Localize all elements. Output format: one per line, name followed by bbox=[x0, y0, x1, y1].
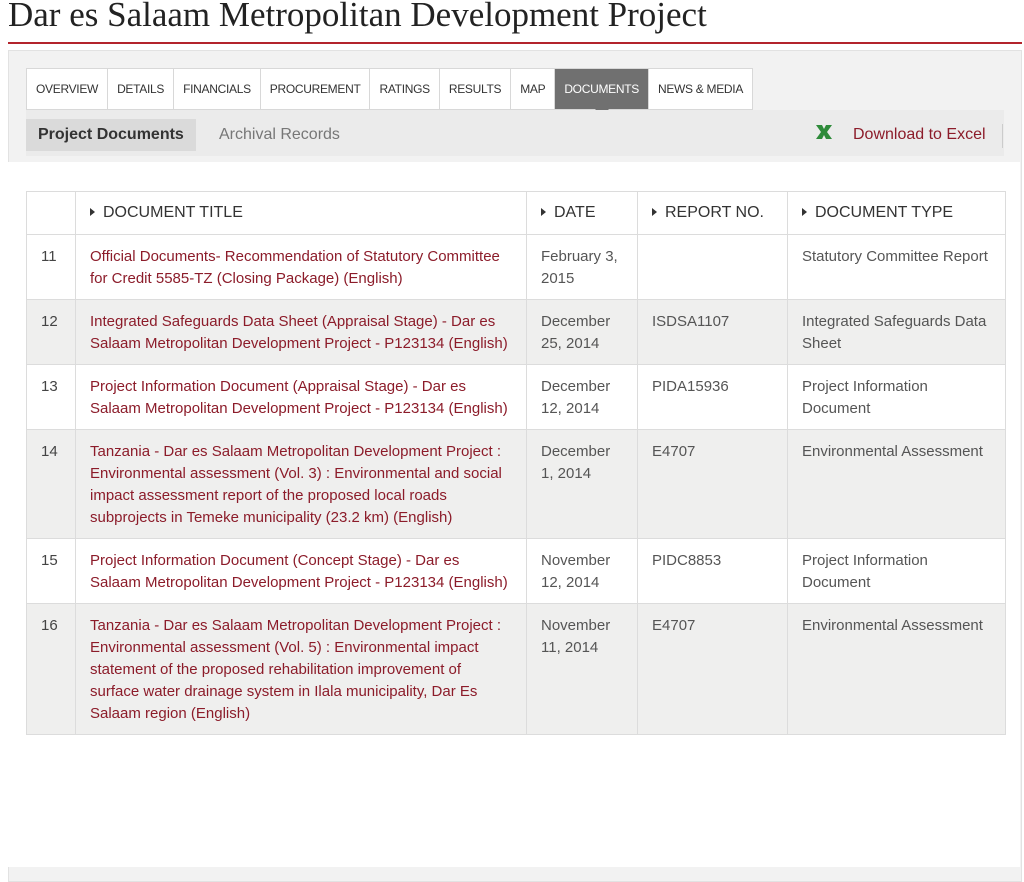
row-number: 12 bbox=[26, 299, 76, 365]
title-divider bbox=[8, 42, 1022, 44]
tab-ratings[interactable]: RATINGS bbox=[370, 69, 440, 109]
date-cell: December 12, 2014 bbox=[526, 364, 638, 430]
divider bbox=[1002, 124, 1003, 148]
document-title-cell: Tanzania - Dar es Salaam Metropolitan De… bbox=[75, 603, 527, 735]
tab-details[interactable]: DETAILS bbox=[108, 69, 175, 109]
header-document-type[interactable]: DOCUMENT TYPE bbox=[787, 191, 1006, 235]
document-type-cell: Project Information Document bbox=[787, 364, 1006, 430]
header-label: DATE bbox=[554, 204, 596, 221]
header-date[interactable]: DATE bbox=[526, 191, 638, 235]
project-tabs: OVERVIEW DETAILS FINANCIALS PROCUREMENT … bbox=[26, 68, 754, 116]
document-link[interactable]: Tanzania - Dar es Salaam Metropolitan De… bbox=[90, 443, 502, 526]
subtab-archival-records[interactable]: Archival Records bbox=[219, 126, 340, 143]
date-cell: December 1, 2014 bbox=[526, 429, 638, 539]
date-cell: February 3, 2015 bbox=[526, 234, 638, 300]
table-header-row: DOCUMENT TITLE DATE REPORT NO. DOCUMENT … bbox=[26, 191, 1006, 235]
report-no-cell: ISDSA1107 bbox=[637, 299, 788, 365]
document-type-cell: Integrated Safeguards Data Sheet bbox=[787, 299, 1006, 365]
header-label: DOCUMENT TYPE bbox=[815, 204, 954, 221]
document-title-cell: Project Information Document (Appraisal … bbox=[75, 364, 527, 430]
tab-procurement[interactable]: PROCUREMENT bbox=[261, 69, 371, 109]
row-number: 15 bbox=[26, 538, 76, 604]
tab-news-media[interactable]: NEWS & MEDIA bbox=[657, 82, 744, 96]
report-no-cell: E4707 bbox=[637, 603, 788, 735]
row-number: 11 bbox=[26, 234, 76, 300]
document-title-cell: Integrated Safeguards Data Sheet (Apprai… bbox=[75, 299, 527, 365]
row-number: 14 bbox=[26, 429, 76, 539]
document-link[interactable]: Integrated Safeguards Data Sheet (Apprai… bbox=[90, 313, 508, 352]
tab-overview[interactable]: OVERVIEW bbox=[27, 69, 109, 109]
table-row: 14 Tanzania - Dar es Salaam Metropolitan… bbox=[26, 429, 1006, 539]
table-row: 11 Official Documents- Recommendation of… bbox=[26, 234, 1006, 300]
document-link[interactable]: Tanzania - Dar es Salaam Metropolitan De… bbox=[90, 617, 502, 722]
report-no-cell bbox=[637, 234, 788, 300]
document-title-cell: Tanzania - Dar es Salaam Metropolitan De… bbox=[75, 429, 527, 539]
document-type-cell: Project Information Document bbox=[787, 538, 1006, 604]
document-title-cell: Project Information Document (Concept St… bbox=[75, 538, 527, 604]
documents-table: DOCUMENT TITLE DATE REPORT NO. DOCUMENT … bbox=[26, 191, 1006, 735]
header-number bbox=[26, 191, 76, 235]
document-link[interactable]: Project Information Document (Appraisal … bbox=[90, 378, 508, 417]
table-row: 12 Integrated Safeguards Data Sheet (App… bbox=[26, 299, 1006, 365]
document-title-cell: Official Documents- Recommendation of St… bbox=[75, 234, 527, 300]
report-no-cell: PIDA15936 bbox=[637, 364, 788, 430]
header-report-no[interactable]: REPORT NO. bbox=[637, 191, 788, 235]
document-type-cell: Statutory Committee Report bbox=[787, 234, 1006, 300]
download-excel-link[interactable]: Download to Excel bbox=[853, 126, 986, 143]
documents-subbar: Project Documents Archival Records Downl… bbox=[26, 110, 1004, 156]
report-no-cell: PIDC8853 bbox=[637, 538, 788, 604]
row-number: 16 bbox=[26, 603, 76, 735]
report-no-cell: E4707 bbox=[637, 429, 788, 539]
date-cell: November 11, 2014 bbox=[526, 603, 638, 735]
subtab-project-documents[interactable]: Project Documents bbox=[26, 119, 196, 151]
excel-icon[interactable] bbox=[814, 122, 834, 142]
sort-arrow-icon bbox=[541, 207, 546, 216]
document-type-cell: Environmental Assessment bbox=[787, 603, 1006, 735]
date-cell: December 25, 2014 bbox=[526, 299, 638, 365]
table-row: 15 Project Information Document (Concept… bbox=[26, 538, 1006, 604]
table-row: 13 Project Information Document (Apprais… bbox=[26, 364, 1006, 430]
table-row: 16 Tanzania - Dar es Salaam Metropolitan… bbox=[26, 603, 1006, 735]
document-link[interactable]: Official Documents- Recommendation of St… bbox=[90, 248, 500, 287]
tab-results[interactable]: RESULTS bbox=[440, 69, 512, 109]
tab-map[interactable]: MAP bbox=[511, 69, 556, 109]
row-number: 13 bbox=[26, 364, 76, 430]
date-cell: November 12, 2014 bbox=[526, 538, 638, 604]
tab-documents[interactable]: DOCUMENTS bbox=[555, 69, 649, 116]
tab-financials[interactable]: FINANCIALS bbox=[174, 69, 261, 109]
document-link[interactable]: Project Information Document (Concept St… bbox=[90, 552, 508, 591]
sort-arrow-icon bbox=[652, 207, 657, 216]
sort-arrow-icon bbox=[802, 207, 807, 216]
header-label: DOCUMENT TITLE bbox=[103, 204, 243, 221]
page-title: Dar es Salaam Metropolitan Development P… bbox=[8, 0, 707, 34]
document-type-cell: Environmental Assessment bbox=[787, 429, 1006, 539]
header-label: REPORT NO. bbox=[665, 204, 764, 221]
sort-arrow-icon bbox=[90, 207, 95, 216]
header-document-title[interactable]: DOCUMENT TITLE bbox=[75, 191, 527, 235]
